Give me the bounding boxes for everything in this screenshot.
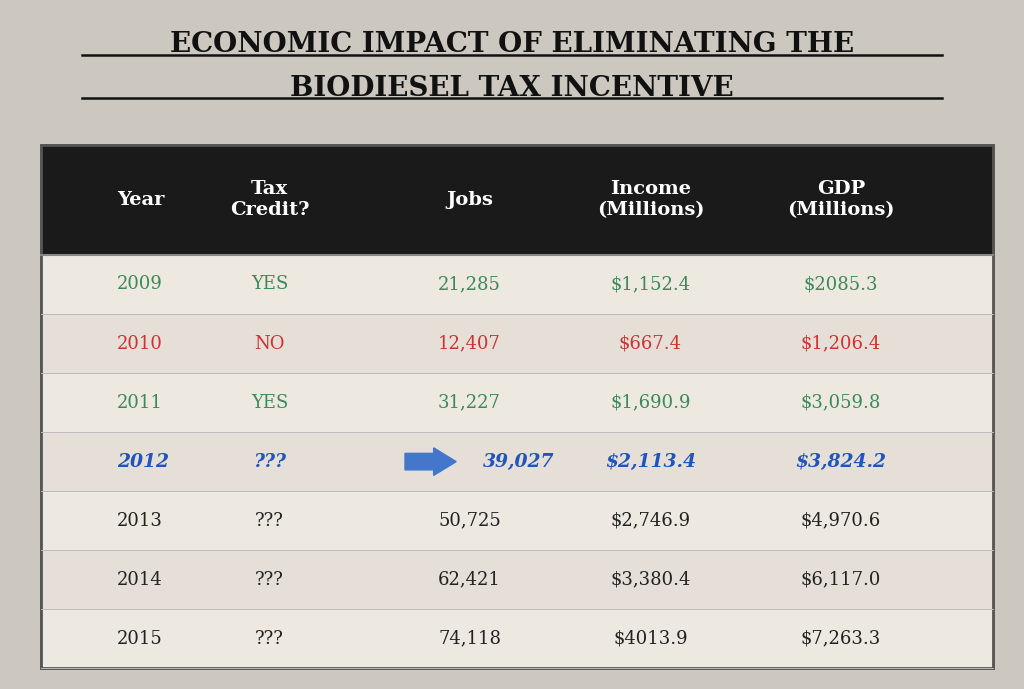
Text: 2011: 2011 bbox=[117, 393, 163, 411]
Text: GDP
(Millions): GDP (Millions) bbox=[787, 181, 895, 219]
Text: 50,725: 50,725 bbox=[438, 512, 501, 530]
Text: ECONOMIC IMPACT OF ELIMINATING THE: ECONOMIC IMPACT OF ELIMINATING THE bbox=[170, 31, 854, 59]
Text: 12,407: 12,407 bbox=[438, 335, 501, 353]
Text: ???: ??? bbox=[255, 630, 284, 648]
Text: 2010: 2010 bbox=[117, 335, 163, 353]
Text: $3,059.8: $3,059.8 bbox=[801, 393, 881, 411]
Text: $6,117.0: $6,117.0 bbox=[801, 570, 881, 588]
Text: Tax
Credit?: Tax Credit? bbox=[229, 181, 309, 219]
Text: 21,285: 21,285 bbox=[438, 276, 501, 294]
Text: $2,113.4: $2,113.4 bbox=[605, 453, 696, 471]
Text: Income
(Millions): Income (Millions) bbox=[597, 181, 705, 219]
Text: $4,970.6: $4,970.6 bbox=[801, 512, 881, 530]
Text: $4013.9: $4013.9 bbox=[613, 630, 688, 648]
Text: Year: Year bbox=[117, 191, 165, 209]
Text: 2014: 2014 bbox=[117, 570, 163, 588]
Text: $1,152.4: $1,152.4 bbox=[610, 276, 690, 294]
Text: 31,227: 31,227 bbox=[438, 393, 501, 411]
Text: $1,206.4: $1,206.4 bbox=[801, 335, 881, 353]
Text: YES: YES bbox=[251, 393, 288, 411]
Text: NO: NO bbox=[254, 335, 285, 353]
Text: 74,118: 74,118 bbox=[438, 630, 501, 648]
Text: $667.4: $667.4 bbox=[618, 335, 682, 353]
Text: 2012: 2012 bbox=[117, 453, 169, 471]
Text: 2009: 2009 bbox=[117, 276, 163, 294]
Text: $3,824.2: $3,824.2 bbox=[796, 453, 887, 471]
Text: 62,421: 62,421 bbox=[438, 570, 501, 588]
Text: BIODIESEL TAX INCENTIVE: BIODIESEL TAX INCENTIVE bbox=[290, 74, 734, 102]
Text: 39,027: 39,027 bbox=[483, 453, 554, 471]
Text: Jobs: Jobs bbox=[446, 191, 493, 209]
Text: ???: ??? bbox=[255, 512, 284, 530]
Text: ???: ??? bbox=[253, 453, 286, 471]
Text: $7,263.3: $7,263.3 bbox=[801, 630, 881, 648]
Text: YES: YES bbox=[251, 276, 288, 294]
Text: 2013: 2013 bbox=[117, 512, 163, 530]
Text: 2015: 2015 bbox=[117, 630, 163, 648]
Text: ???: ??? bbox=[255, 570, 284, 588]
Text: $3,380.4: $3,380.4 bbox=[610, 570, 690, 588]
Text: $2,746.9: $2,746.9 bbox=[610, 512, 690, 530]
Text: $1,690.9: $1,690.9 bbox=[610, 393, 691, 411]
Text: $2085.3: $2085.3 bbox=[804, 276, 879, 294]
